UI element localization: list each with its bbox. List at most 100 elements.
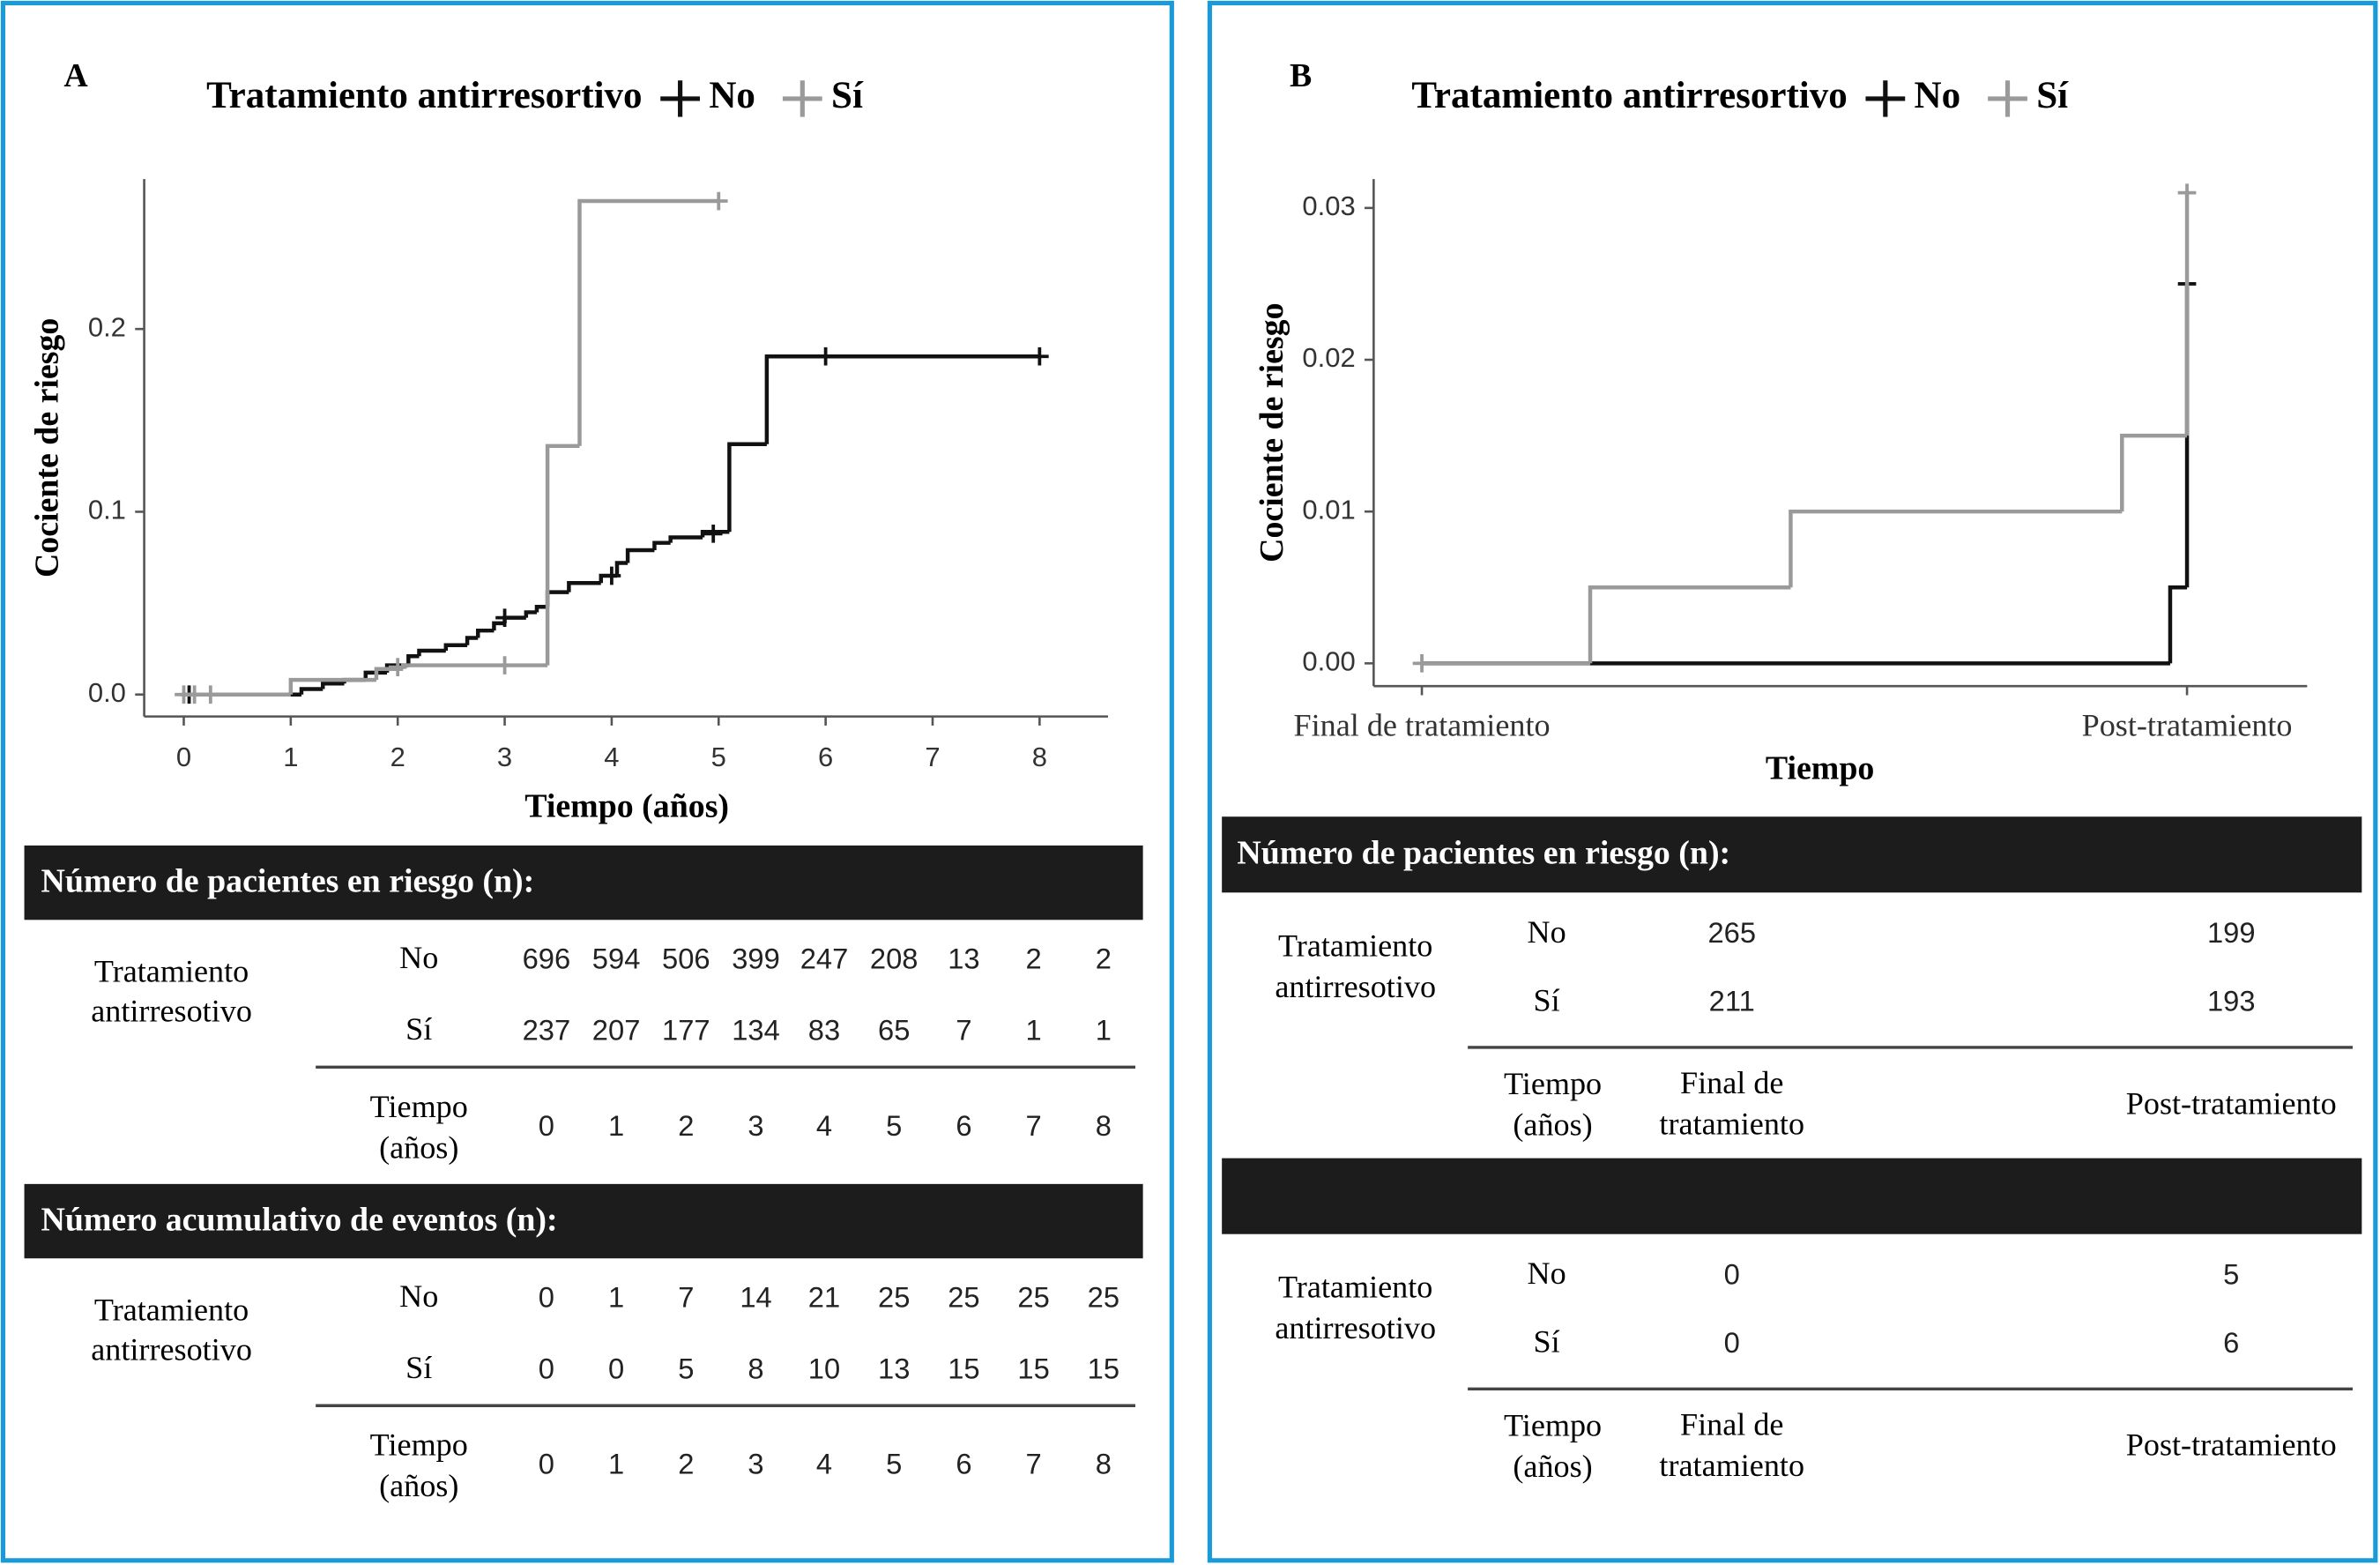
- step-segment: [727, 442, 767, 533]
- table-value: 13: [948, 942, 979, 974]
- time-value: Post-tratamiento: [2126, 1085, 2337, 1121]
- row-label: Sí: [1534, 1324, 1560, 1360]
- y-tick-label: 0.01: [1302, 494, 1355, 525]
- table-title: Número de pacientes en riesgo (n):: [1237, 835, 1730, 872]
- y-tick-label: 0.02: [1302, 342, 1355, 373]
- y-tick-label: 0.2: [88, 311, 126, 342]
- x-tick-label: 4: [604, 742, 619, 772]
- table-value: 237: [523, 1013, 571, 1046]
- step-segment: [534, 604, 548, 613]
- censor-mark: [495, 656, 514, 674]
- table-value: 0: [608, 1352, 624, 1384]
- table-value: 15: [948, 1352, 979, 1384]
- table-value: 696: [523, 942, 571, 974]
- time-value: 4: [816, 1109, 832, 1142]
- step-segment: [443, 643, 468, 651]
- time-value: 1: [608, 1109, 624, 1142]
- step-segment: [299, 687, 324, 695]
- table-value: 247: [800, 942, 849, 974]
- table-value: 7: [678, 1280, 694, 1313]
- time-value: tratamiento: [1659, 1448, 1804, 1483]
- time-value: 0: [539, 1109, 554, 1142]
- censor-mark: [201, 685, 220, 704]
- step-segment: [1789, 509, 2123, 588]
- censor-mark: [2177, 183, 2197, 202]
- table-value: 399: [732, 942, 780, 974]
- step-segment: [567, 581, 601, 592]
- y-axis-title: Cociente de riesgo: [1253, 302, 1290, 562]
- censor-mark: [602, 566, 621, 585]
- row-label: No: [1528, 1256, 1566, 1291]
- step-segment: [417, 648, 446, 657]
- time-label: Tiempo: [370, 1089, 468, 1124]
- step-segment: [374, 667, 404, 681]
- table-value: 207: [592, 1013, 641, 1046]
- panel-label: A: [63, 57, 88, 94]
- x-tick-label: 6: [818, 742, 833, 772]
- time-value: Final de: [1680, 1406, 1783, 1442]
- table-value: 208: [870, 942, 919, 974]
- table-title: Número de pacientes en riesgo (n):: [41, 863, 534, 900]
- legend-label: Sí: [831, 75, 864, 116]
- time-value: 3: [747, 1109, 763, 1142]
- table-value: 25: [948, 1280, 979, 1313]
- censor-mark: [703, 524, 723, 543]
- row-label: Sí: [405, 1011, 432, 1047]
- time-value: 8: [1096, 1448, 1112, 1480]
- time-value: 4: [816, 1448, 832, 1480]
- step-segment: [625, 548, 655, 563]
- step-segment: [2168, 585, 2188, 664]
- x-tick-label: 1: [283, 742, 298, 772]
- step-segment: [545, 590, 569, 607]
- time-label: (años): [1513, 1107, 1592, 1142]
- table-value: 506: [662, 942, 710, 974]
- group-label: Tratamiento: [1278, 1270, 1432, 1305]
- table-value: 6: [2223, 1326, 2239, 1359]
- table-value: 25: [878, 1280, 910, 1313]
- panel-label: B: [1290, 57, 1312, 94]
- table-value: 15: [1017, 1352, 1049, 1384]
- time-value: 2: [678, 1448, 694, 1480]
- legend-label: Sí: [2036, 75, 2069, 116]
- table-value: 0: [1724, 1258, 1740, 1291]
- time-label: Tiempo: [370, 1427, 468, 1463]
- group-label: antirresotivo: [1275, 969, 1436, 1004]
- x-tick-label: 8: [1032, 742, 1047, 772]
- panel-frame: [1207, 0, 2378, 1563]
- step-segment: [475, 628, 495, 638]
- time-value: Post-tratamiento: [2126, 1427, 2337, 1463]
- table-value: 65: [878, 1013, 910, 1046]
- time-value: 7: [1026, 1448, 1042, 1480]
- row-label: No: [1528, 914, 1566, 950]
- step-segment: [406, 653, 420, 666]
- table-value: 5: [678, 1352, 694, 1384]
- time-value: 1: [608, 1448, 624, 1480]
- censor-mark: [1412, 654, 1432, 673]
- table-value: 265: [1707, 916, 1756, 949]
- legend-title: Tratamiento antirresortivo: [206, 75, 642, 116]
- table-value: 83: [808, 1013, 840, 1046]
- time-value: 6: [956, 1109, 971, 1142]
- table-value: 211: [1709, 985, 1755, 1017]
- table-value: 14: [740, 1280, 771, 1313]
- group-label: antirresotivo: [91, 1331, 252, 1367]
- group-label: Tratamiento: [1278, 928, 1432, 963]
- time-label: (años): [1513, 1449, 1592, 1484]
- table-value: 1: [1096, 1013, 1112, 1046]
- table-value: 0: [539, 1280, 554, 1313]
- step-segment: [465, 636, 479, 645]
- table-value: 21: [808, 1280, 840, 1313]
- y-tick-label: 0.03: [1302, 190, 1355, 221]
- table-header-bar: [24, 1183, 1143, 1259]
- time-label: (años): [379, 1129, 458, 1165]
- time-value: tratamiento: [1659, 1107, 1804, 1142]
- row-label: Sí: [405, 1350, 432, 1385]
- step-segment: [577, 198, 719, 446]
- table-value: 177: [662, 1013, 710, 1046]
- table-value: 7: [956, 1013, 971, 1046]
- row-label: No: [399, 940, 438, 975]
- time-value: 8: [1096, 1109, 1112, 1142]
- step-segment: [652, 540, 671, 550]
